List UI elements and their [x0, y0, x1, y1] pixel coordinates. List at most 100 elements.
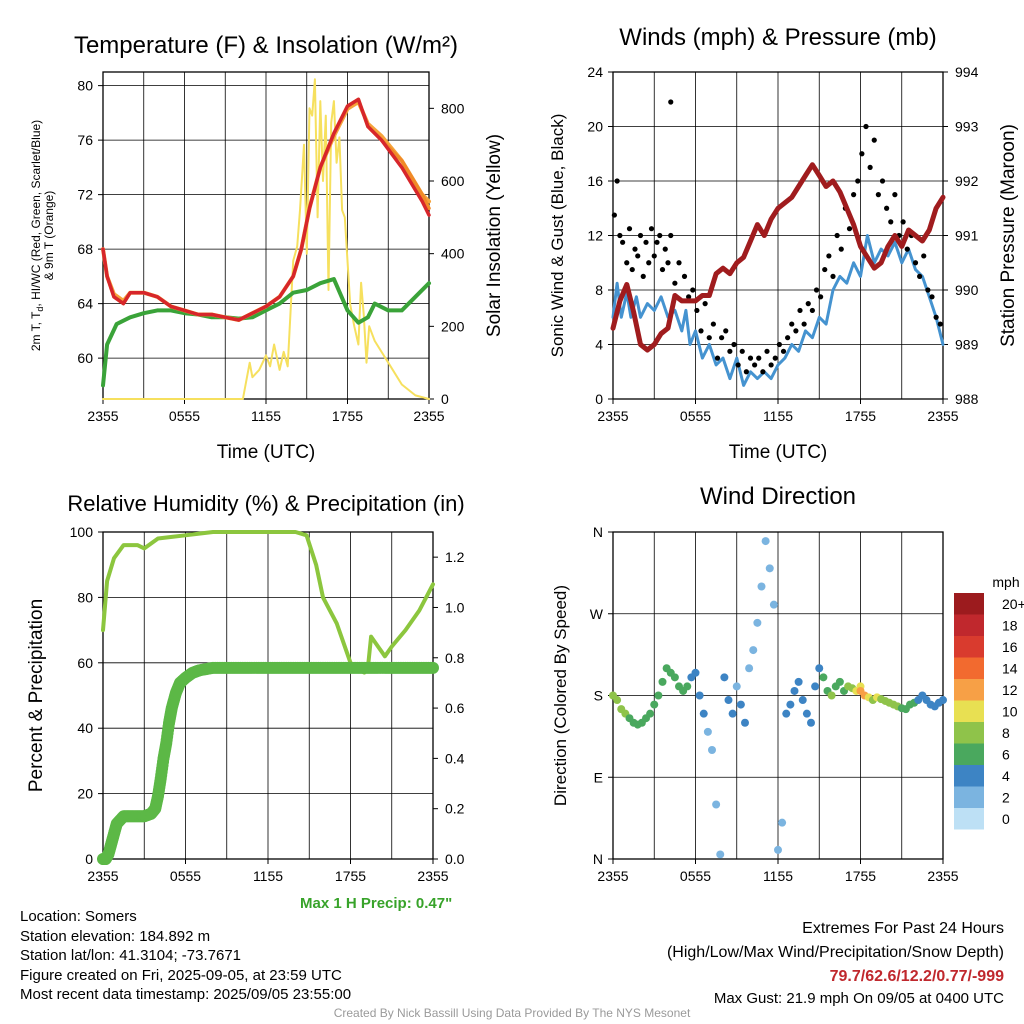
direction-point [703, 727, 712, 736]
dewpoint-line [101, 277, 431, 388]
gust-point [731, 341, 737, 348]
winds-title: Winds (mph) & Pressure (mb) [619, 24, 936, 51]
gust-point [921, 253, 927, 259]
y-tick-label: W [590, 606, 604, 622]
y2-tick-label: 0 [441, 391, 449, 407]
gust-point [875, 192, 881, 198]
gust-point [626, 226, 633, 232]
x-tick-label: 1155 [763, 408, 793, 424]
direction-point [757, 582, 766, 591]
direction-point [811, 682, 820, 691]
gust-point [879, 178, 886, 184]
gust-point [859, 151, 865, 157]
gust-point [654, 239, 660, 245]
direction-point [765, 564, 774, 573]
direction-point [708, 746, 716, 754]
station-latlon: Station lat/lon: 41.3104; -73.7671 [20, 947, 242, 964]
direction-point [736, 700, 745, 709]
y2-tick-label: 994 [955, 64, 979, 80]
gust-point [637, 232, 644, 239]
gust-point [719, 335, 725, 341]
x-tick-label: 1755 [845, 868, 876, 884]
x-tick-label: 1755 [332, 408, 363, 424]
gust-point [614, 178, 620, 184]
y2-tick-label: 989 [955, 337, 979, 353]
y-tick-label: 40 [77, 720, 93, 736]
colorbar-label: 4 [1002, 768, 1010, 784]
colorbar-label: 20+ [1002, 596, 1024, 612]
gust-point [617, 232, 623, 239]
y-tick-label: 64 [77, 296, 93, 312]
x-tick-label: 2355 [413, 408, 444, 424]
gust-point [747, 355, 754, 361]
gust-point [813, 287, 820, 293]
colorbar-swatch [954, 636, 984, 658]
gust-point [723, 328, 729, 334]
gust-point [727, 348, 733, 354]
colorbar-swatch [954, 700, 984, 722]
y-tick-label: 100 [70, 524, 94, 540]
direction-point [802, 709, 811, 718]
colorbar-swatch [954, 786, 984, 808]
colorbar-label: 2 [1002, 790, 1010, 806]
gust-point [863, 123, 869, 130]
colorbar-label: 14 [1002, 661, 1018, 677]
gust-point [611, 212, 617, 218]
direction-point [819, 673, 828, 682]
station-location: Location: Somers [20, 908, 137, 925]
gust-point [764, 348, 770, 354]
direction-point [745, 664, 754, 673]
y2-tick-label: 0.0 [445, 851, 465, 867]
gust-point [635, 253, 641, 259]
y-tick-label: 60 [77, 655, 93, 671]
gust-point [686, 294, 692, 300]
y-tick-label: 24 [587, 64, 603, 80]
gust-point [698, 328, 704, 334]
y-tick-label: 8 [595, 282, 603, 298]
gust-point [785, 335, 791, 341]
direction-point [753, 618, 762, 627]
gust-point [694, 307, 700, 314]
gust-point [690, 287, 696, 293]
colorbar-title: mph [992, 574, 1019, 590]
gust-point [620, 239, 626, 245]
x-tick-label: 2355 [927, 408, 958, 424]
gust-point [797, 307, 803, 314]
gust-point [651, 253, 657, 259]
y2-tick-label: 0.6 [445, 700, 465, 716]
colorbar-swatch [954, 593, 984, 615]
y-tick-label: 80 [77, 589, 93, 605]
station-elevation: Station elevation: 184.892 m [20, 927, 211, 945]
gust-point [826, 253, 832, 259]
y-tick-label: N [593, 851, 603, 867]
x-tick-label: 1755 [845, 408, 876, 424]
gust-point [624, 260, 630, 266]
gust-point [780, 348, 787, 354]
direction-point [815, 664, 824, 673]
winds-xlabel: Time (UTC) [729, 442, 828, 463]
winds-ylabel: Sonic Wind & Gust (Blue, Black) [548, 114, 567, 358]
gust-point [681, 273, 688, 279]
y-tick-label: 60 [77, 350, 93, 366]
direction-point [613, 696, 622, 705]
y2-tick-label: 990 [955, 282, 979, 298]
gust-point [739, 348, 745, 354]
colorbar-label: 8 [1002, 725, 1010, 741]
gust-point [665, 260, 671, 266]
gust-point [888, 219, 894, 225]
figure-created: Figure created on Fri, 2025-09-05, at 23… [20, 966, 342, 984]
colorbar-label: 18 [1002, 618, 1018, 634]
gust-point [933, 314, 939, 320]
gust-point [809, 307, 815, 314]
gust-point [662, 246, 668, 252]
colorbar-swatch [954, 679, 984, 701]
gust-point [776, 341, 782, 348]
precip-point [427, 661, 439, 674]
gust-point [904, 246, 910, 252]
wind-direction-title: Wind Direction [700, 483, 856, 510]
y-tick-label: 20 [77, 786, 93, 802]
direction-point [670, 673, 679, 682]
gust-point [756, 355, 762, 361]
extremes-title: Extremes For Past 24 Hours [802, 920, 1004, 937]
